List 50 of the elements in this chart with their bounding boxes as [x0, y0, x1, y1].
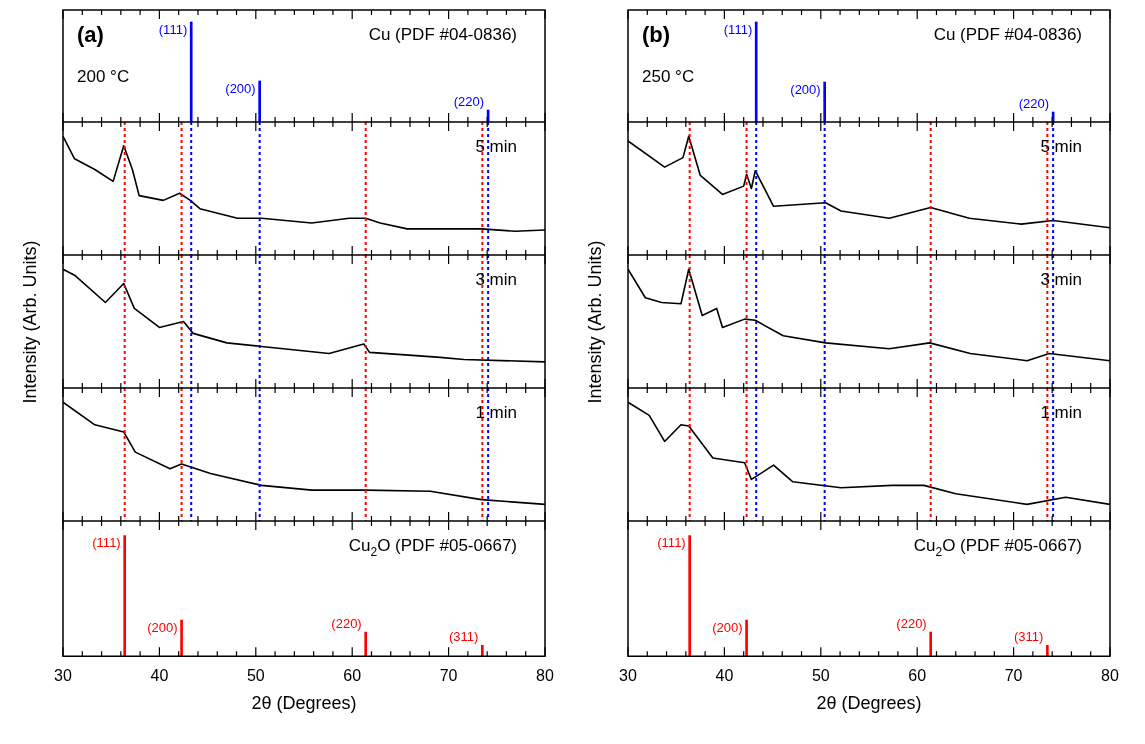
x-tick-label: 30 [619, 667, 637, 685]
bar [123, 535, 127, 657]
annotation: (220) [453, 94, 485, 109]
bar [745, 619, 748, 657]
annotation: (200) [147, 619, 178, 635]
bar [180, 619, 183, 657]
annotation: 250 °C [642, 67, 695, 86]
x-tick-label: 60 [908, 667, 927, 685]
x-tick-label: 80 [1101, 667, 1119, 685]
bar [688, 535, 692, 657]
x-tick-label: 80 [536, 667, 554, 685]
annotation: (200) [225, 81, 256, 96]
x-tick-label: 50 [811, 667, 830, 685]
annotation: 1 min [1040, 403, 1083, 422]
bar [1046, 645, 1049, 657]
annotation: (a) [77, 22, 104, 47]
x-tick-label: 50 [246, 667, 265, 685]
annotation: 3 min [1040, 270, 1083, 289]
x-tick-label: 40 [150, 667, 169, 685]
annotation: 3 min [475, 270, 518, 289]
annotation: (111) [723, 22, 753, 37]
annotation: 5 min [475, 137, 518, 156]
annotation: (220) [331, 616, 362, 632]
annotation: Cu (PDF #04-0836) [368, 25, 517, 44]
x-tick-label: 70 [1004, 667, 1023, 685]
annotation: (111) [92, 535, 121, 551]
x-tick-label: 60 [343, 667, 362, 685]
x-axis-title: 2θ (Degrees) [816, 693, 922, 714]
y-axis-title: Intensity (Arb. Units) [19, 239, 41, 404]
annotation: (200) [790, 82, 821, 97]
y-axis-title: Intensity (Arb. Units) [584, 239, 606, 404]
x-axis-title: 2θ (Degrees) [251, 693, 357, 714]
bar [481, 645, 484, 657]
annotation: (200) [712, 619, 743, 635]
annotation: (b) [642, 22, 671, 47]
annotation: (111) [158, 22, 188, 37]
annotation: Cu (PDF #04-0836) [933, 25, 1082, 44]
x-tick-label: 40 [715, 667, 734, 685]
annotation: 5 min [1040, 137, 1083, 156]
x-tick-label: 70 [439, 667, 458, 685]
annotation: (111) [657, 535, 686, 551]
annotation: (311) [448, 629, 479, 645]
annotation: 200 °C [77, 67, 130, 86]
bar [364, 631, 368, 657]
annotation: 1 min [475, 403, 518, 422]
bar [929, 631, 933, 657]
annotation: (311) [1013, 629, 1044, 645]
annotation: (220) [1018, 96, 1050, 111]
annotation: (220) [896, 616, 927, 632]
x-tick-label: 30 [54, 667, 72, 685]
